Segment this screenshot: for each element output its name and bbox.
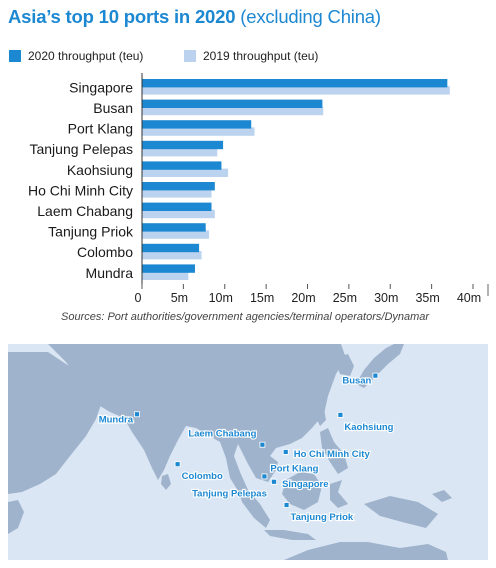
category-label-port-klang: Port Klang	[68, 121, 133, 137]
legend-swatch-2019	[184, 50, 196, 62]
port-label-laem-chabang: Laem Chabang	[188, 429, 256, 440]
port-marker-colombo	[174, 461, 181, 468]
category-label-ho-chi-minh-city: Ho Chi Minh City	[28, 182, 133, 198]
port-marker-singapore	[271, 478, 277, 485]
x-tick-label-10m: 10m	[209, 291, 233, 305]
x-tick-label-40m: 40m	[457, 291, 481, 305]
land-sri-lanka	[161, 474, 171, 490]
port-label-tanjung-priok: Tanjung Priok	[291, 512, 354, 523]
chart-title-sub: (excluding China)	[240, 6, 381, 27]
category-label-singapore: Singapore	[69, 79, 133, 95]
land-mainland-asia	[48, 344, 346, 504]
bar-2020-ho-chi-minh-city	[142, 182, 215, 191]
x-tick-label-35m: 35m	[415, 291, 439, 305]
source-note: Sources: Port authorities/government age…	[61, 311, 430, 323]
legend-item-2019: 2019 throughput (teu)	[184, 49, 318, 63]
category-label-mundra: Mundra	[86, 265, 134, 281]
bar-2020-laem-chabang	[142, 202, 212, 211]
chart-title-main: Asia’s top 10 ports in 2020	[8, 6, 236, 27]
land-africa	[8, 500, 24, 534]
port-marker-kaohsiung	[337, 411, 344, 418]
port-marker-tanjung-priok	[283, 502, 290, 508]
bar-2020-tanjung-pelepas	[142, 140, 224, 150]
port-label-ho-chi-minh-city: Ho Chi Minh City	[294, 449, 371, 460]
bar-2019-colombo	[142, 251, 202, 260]
x-tick-label-25m: 25m	[333, 291, 357, 305]
legend-label-2019: 2019 throughput (teu)	[203, 49, 319, 63]
land-borneo	[282, 472, 322, 510]
map-land	[8, 344, 452, 560]
port-label-kaohsiung: Kaohsiung	[344, 422, 393, 433]
land-arabia	[8, 352, 103, 494]
bar-2020-port-klang	[142, 120, 252, 129]
category-label-tanjung-priok: Tanjung Priok	[48, 224, 134, 240]
bar-2020-colombo	[142, 243, 200, 253]
category-label-laem-chabang: Laem Chabang	[37, 203, 133, 219]
land-australia	[284, 542, 448, 560]
port-marker-port-klang	[261, 473, 268, 480]
port-marker-mundra	[134, 411, 140, 418]
bar-2019-mundra	[142, 271, 189, 280]
port-label-mundra: Mundra	[99, 414, 134, 425]
x-tick-label-15m: 15m	[250, 291, 274, 305]
port-marker-busan	[372, 372, 379, 379]
bar-2020-kaohsiung	[142, 161, 222, 170]
category-label-kaohsiung: Kaohsiung	[67, 162, 133, 178]
land-sulawesi	[330, 480, 348, 508]
chart-title: Asia’s top 10 ports in 2020 (excluding C…	[8, 6, 381, 28]
map-ports: Busan Kaohsiung Mundra Laem Chabang Ho Chi M…	[98, 372, 395, 524]
legend-swatch-2020	[9, 50, 21, 62]
land-islands	[432, 490, 452, 502]
legend-item-2020: 2020 throughput (teu)	[9, 49, 143, 63]
category-label-colombo: Colombo	[77, 244, 133, 260]
bar-2020-mundra	[142, 264, 195, 273]
port-label-port-klang: Port Klang	[270, 463, 318, 474]
bar-2019-ho-chi-minh-city	[142, 189, 212, 198]
bar-2019-port-klang	[142, 127, 255, 136]
land-sumatra	[236, 484, 270, 528]
port-label-busan: Busan	[342, 376, 371, 387]
land-philippines	[320, 428, 348, 474]
land-korea	[334, 354, 354, 376]
x-tick-label-20m: 20m	[291, 291, 315, 305]
bar-2019-singapore	[142, 86, 450, 95]
legend-label-2020: 2020 throughput (teu)	[28, 49, 144, 63]
port-marker-laem-chabang	[259, 441, 266, 448]
category-label-busan: Busan	[93, 100, 133, 116]
x-tick-label-0: 0	[135, 291, 142, 305]
bar-2020-singapore	[142, 79, 448, 88]
land-java	[264, 530, 316, 540]
bar-2019-kaohsiung	[142, 168, 229, 177]
bar-2019-tanjung-priok	[142, 230, 210, 239]
port-marker-ho-chi-minh-city	[282, 449, 289, 455]
bar-2019-laem-chabang	[142, 209, 215, 219]
x-tick-label-5m: 5m	[171, 291, 188, 305]
port-label-colombo: Colombo	[182, 471, 223, 482]
port-label-tanjung-pelepas: Tanjung Pelepas	[192, 488, 267, 499]
category-label-tanjung-pelepas: Tanjung Pelepas	[29, 141, 133, 157]
port-map: Busan Kaohsiung Mundra Laem Chabang Ho Chi M…	[8, 344, 488, 560]
bar-2019-tanjung-pelepas	[142, 148, 218, 157]
bar-2020-busan	[142, 99, 323, 108]
port-label-singapore: Singapore	[282, 479, 328, 490]
land-taiwan	[316, 408, 326, 426]
bar-2019-busan	[142, 106, 324, 116]
bar-2020-tanjung-priok	[142, 223, 206, 232]
x-tick-label-30m: 30m	[374, 291, 398, 305]
land-papua	[364, 496, 438, 528]
land-japan	[356, 344, 404, 388]
bar-chart: Singapore Busan Port Klang Tanjung Pelepas K…	[28, 73, 489, 305]
